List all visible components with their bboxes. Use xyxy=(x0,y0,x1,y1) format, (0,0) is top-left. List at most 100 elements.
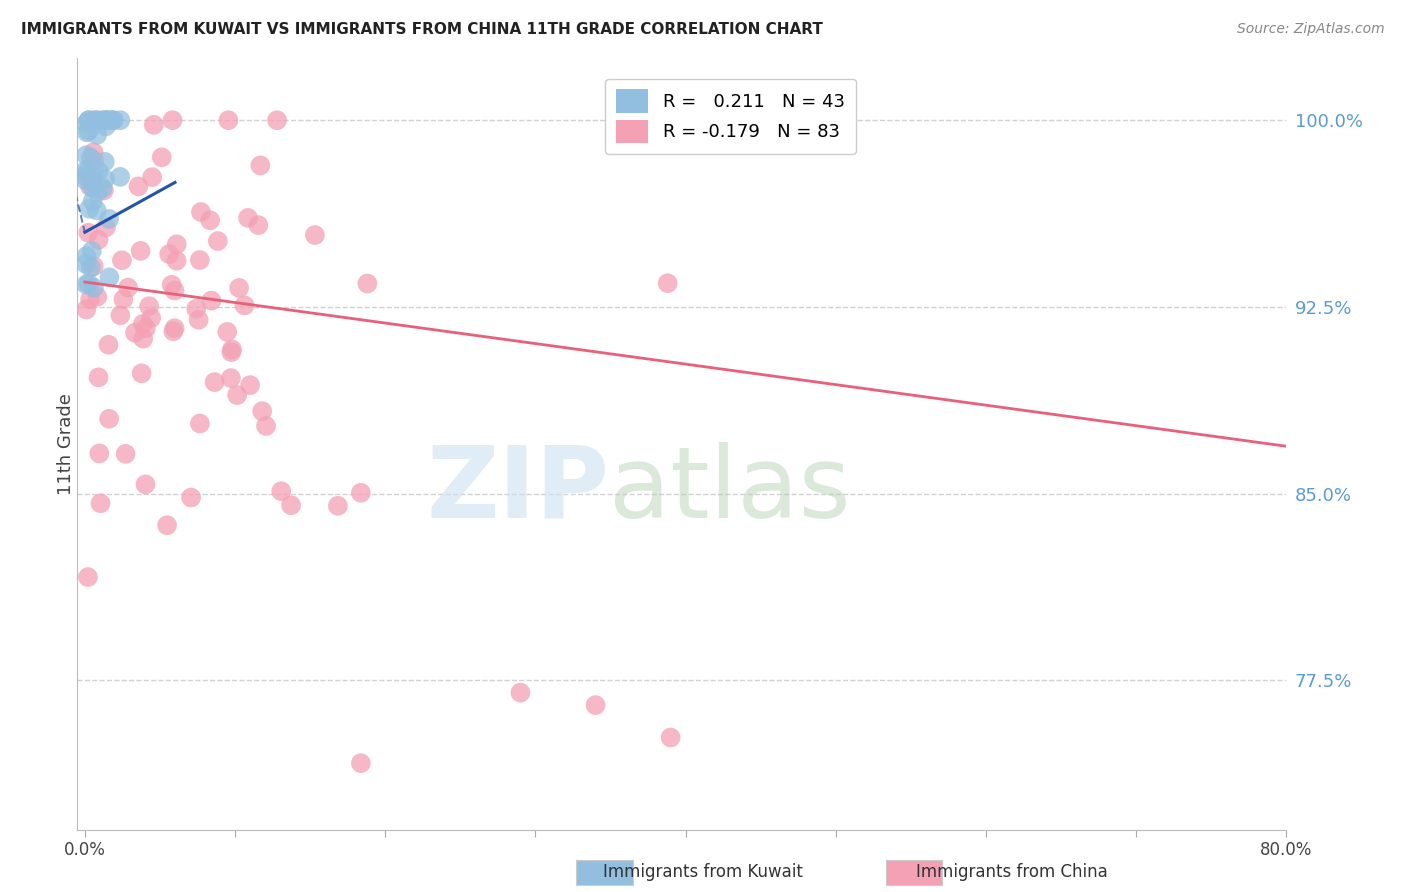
Point xyxy=(270,484,292,499)
Point xyxy=(79,293,101,307)
Point xyxy=(150,150,173,164)
Point xyxy=(111,253,134,268)
Point xyxy=(77,113,100,128)
Point xyxy=(356,277,378,291)
Point xyxy=(94,172,117,186)
Point xyxy=(93,184,115,198)
Text: IMMIGRANTS FROM KUWAIT VS IMMIGRANTS FROM CHINA 11TH GRADE CORRELATION CHART: IMMIGRANTS FROM KUWAIT VS IMMIGRANTS FRO… xyxy=(21,22,823,37)
Point xyxy=(77,277,100,291)
Point xyxy=(186,301,208,316)
Point xyxy=(198,213,221,227)
Point xyxy=(84,113,107,128)
Point xyxy=(247,218,270,232)
Point xyxy=(585,698,607,712)
Point xyxy=(75,277,97,292)
Point xyxy=(108,169,131,184)
Point xyxy=(163,284,186,298)
Point xyxy=(100,113,122,128)
Point xyxy=(87,164,110,178)
Point xyxy=(162,113,184,128)
Point xyxy=(77,113,100,128)
Point xyxy=(86,203,108,218)
Point xyxy=(86,185,108,199)
Point xyxy=(114,447,136,461)
Y-axis label: 11th Grade: 11th Grade xyxy=(58,392,75,495)
Point xyxy=(76,125,98,139)
Text: Immigrants from Kuwait: Immigrants from Kuwait xyxy=(603,863,803,881)
Point xyxy=(135,321,157,335)
Point xyxy=(94,154,117,169)
Point xyxy=(83,113,105,128)
Point xyxy=(91,113,114,128)
Point xyxy=(110,113,132,128)
Point xyxy=(89,446,111,460)
Text: ZIP: ZIP xyxy=(426,442,609,539)
Point xyxy=(75,163,97,178)
Point xyxy=(188,417,211,431)
Point xyxy=(86,113,108,128)
Point xyxy=(80,244,103,258)
Point xyxy=(82,180,104,194)
Point xyxy=(180,491,202,505)
Point xyxy=(236,211,259,225)
Point xyxy=(98,211,121,226)
Point xyxy=(94,113,117,128)
Point xyxy=(156,518,179,533)
Point xyxy=(326,499,349,513)
Point xyxy=(200,293,222,308)
Point xyxy=(657,277,679,291)
Point xyxy=(75,302,97,317)
Point xyxy=(75,169,97,184)
Point xyxy=(75,257,97,271)
Text: Source: ZipAtlas.com: Source: ZipAtlas.com xyxy=(1237,22,1385,37)
Point xyxy=(100,113,122,128)
Point xyxy=(226,388,249,402)
Point xyxy=(98,270,121,285)
Point xyxy=(117,280,139,294)
Point xyxy=(75,116,97,130)
Point xyxy=(129,244,152,258)
Point xyxy=(166,253,188,268)
Point xyxy=(221,343,243,357)
Point xyxy=(86,290,108,304)
Point xyxy=(141,170,163,185)
Point xyxy=(163,321,186,335)
Point xyxy=(228,281,250,295)
Point xyxy=(207,234,229,248)
Point xyxy=(142,118,165,132)
Point xyxy=(250,404,273,418)
Point xyxy=(659,731,682,745)
Point xyxy=(79,179,101,194)
Point xyxy=(94,120,117,134)
Point xyxy=(304,228,326,243)
Point xyxy=(82,169,104,184)
Point xyxy=(83,281,105,295)
Point xyxy=(110,308,132,322)
Point xyxy=(89,496,111,510)
Point xyxy=(96,113,118,128)
Point xyxy=(83,153,105,168)
Point xyxy=(160,277,183,292)
Point xyxy=(77,226,100,240)
Point xyxy=(350,485,373,500)
Point xyxy=(112,292,135,306)
Point xyxy=(91,181,114,195)
Point xyxy=(103,113,125,128)
Point xyxy=(254,419,277,434)
Point xyxy=(280,498,302,512)
Point xyxy=(98,411,121,425)
Point xyxy=(239,378,262,392)
Point xyxy=(509,686,531,700)
Point xyxy=(80,260,103,275)
Point xyxy=(82,174,104,188)
Point xyxy=(233,298,256,312)
Point xyxy=(187,313,209,327)
Point xyxy=(266,113,288,128)
Point xyxy=(77,124,100,138)
Point xyxy=(350,756,373,771)
Point xyxy=(87,370,110,384)
Point xyxy=(124,326,146,340)
Point xyxy=(75,173,97,187)
Point xyxy=(162,324,184,338)
Point xyxy=(217,325,239,339)
